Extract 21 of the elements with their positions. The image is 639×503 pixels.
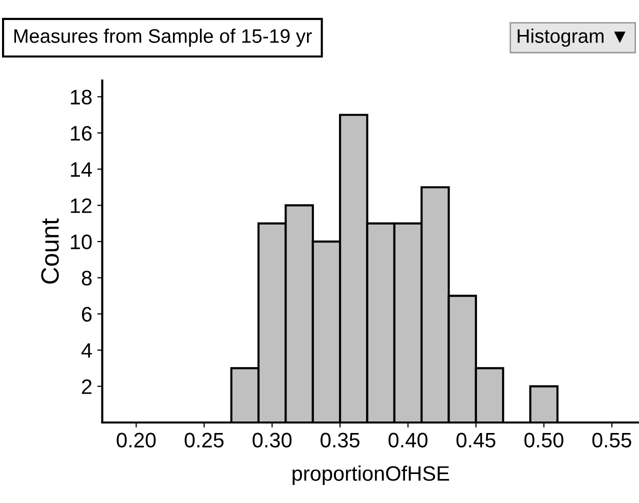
y-axis-title: Count	[41, 218, 59, 284]
x-tick-label: 0.30	[252, 432, 292, 448]
x-tick-label: 0.20	[116, 432, 156, 448]
y-tick-label: 8	[82, 270, 92, 286]
x-tick-label: 0.40	[388, 432, 428, 448]
x-tick-label: 0.55	[592, 432, 632, 448]
x-tick-label: 0.25	[184, 432, 224, 448]
y-tick-label: 10	[70, 234, 92, 250]
x-tick-label: 0.45	[456, 432, 496, 448]
text: Histogram ▼	[518, 28, 626, 47]
y-tick-label: 18	[70, 90, 92, 105]
chart-title: Measures from Sample of 15-19 yr	[14, 28, 312, 47]
y-tick-label: 2	[82, 379, 92, 394]
y-tick-label: 14	[70, 162, 92, 177]
y-tick-label: 12	[70, 198, 92, 213]
y-tick-label: 4	[81, 343, 92, 358]
y-tick-label: 16	[70, 126, 92, 141]
x-axis-title: proportionOfHSE	[292, 466, 450, 485]
y-tick-label: 6	[82, 306, 92, 322]
x-tick-label: 0.50	[524, 432, 564, 448]
x-tick-label: 0.35	[320, 432, 360, 448]
